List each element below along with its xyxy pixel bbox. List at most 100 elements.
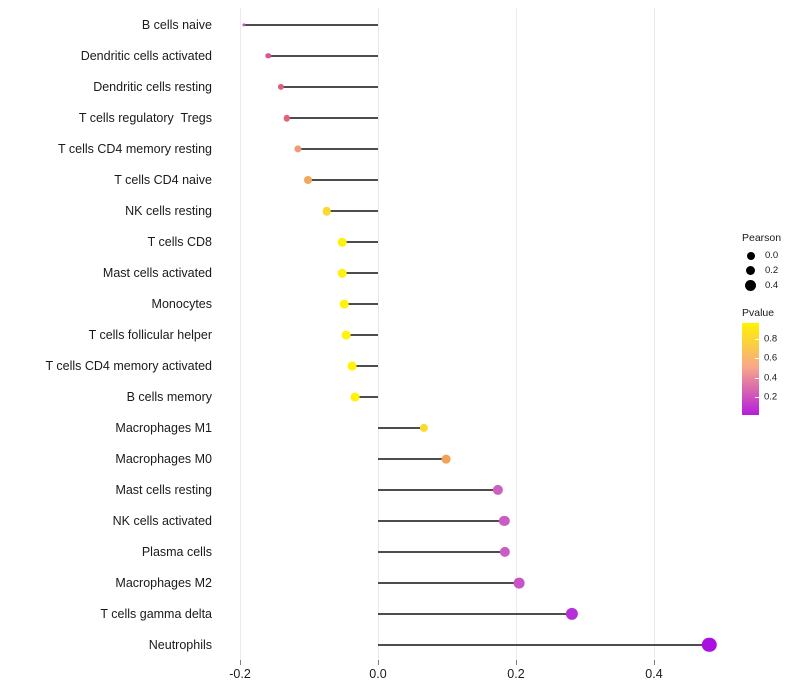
lollipop-point[interactable] bbox=[265, 53, 271, 59]
pvalue-colorbar-label: 0.2 bbox=[764, 391, 778, 403]
pvalue-colorbar-wrap: 0.8 0.6 0.4 0.2 bbox=[742, 323, 796, 415]
lollipop-point[interactable] bbox=[499, 515, 510, 527]
lollipop-row bbox=[222, 388, 730, 406]
x-axis-tick-label: 0.4 bbox=[645, 667, 663, 681]
y-axis-tick-label: T cells gamma delta bbox=[100, 607, 212, 621]
lollipop-stem bbox=[355, 396, 378, 398]
lollipop-stem bbox=[297, 148, 378, 150]
x-axis: -0.2 0.0 0.2 0.4 bbox=[222, 660, 730, 700]
y-axis-tick-label: Plasma cells bbox=[141, 545, 212, 559]
lollipop-row bbox=[222, 450, 730, 468]
lollipop-stem bbox=[378, 551, 505, 553]
pvalue-colorbar-tick bbox=[755, 377, 759, 379]
pvalue-colorbar bbox=[742, 323, 759, 415]
lollipop-row bbox=[222, 202, 730, 220]
lollipop-row bbox=[222, 481, 730, 499]
lollipop-point[interactable] bbox=[337, 268, 347, 278]
lollipop-point[interactable] bbox=[350, 392, 360, 402]
lollipop-row bbox=[222, 78, 730, 96]
lollipop-stem bbox=[378, 644, 710, 646]
pearson-legend-item: 0.0 bbox=[742, 248, 800, 263]
y-axis-tick-label: T cells CD8 bbox=[147, 235, 212, 249]
lollipop-point[interactable] bbox=[441, 454, 451, 464]
y-axis-tick-label: Monocytes bbox=[151, 297, 212, 311]
y-axis-tick-label: T cells CD4 memory resting bbox=[58, 142, 212, 156]
lollipop-stem bbox=[244, 24, 378, 26]
x-axis-tick-label: -0.2 bbox=[229, 667, 251, 681]
lollipop-point[interactable] bbox=[277, 83, 284, 91]
y-axis-tick-label: Macrophages M0 bbox=[115, 452, 212, 466]
lollipop-row bbox=[222, 512, 730, 530]
pvalue-colorbar-tick bbox=[755, 338, 759, 340]
lollipop-stem bbox=[326, 210, 378, 212]
pearson-legend-dot bbox=[745, 280, 756, 291]
lollipop-row bbox=[222, 605, 730, 623]
plot-panel bbox=[222, 8, 730, 660]
lollipop-point[interactable] bbox=[337, 237, 347, 247]
pearson-legend-label: 0.2 bbox=[765, 264, 779, 276]
lollipop-point[interactable] bbox=[322, 206, 332, 216]
pvalue-color-legend: Pvalue 0.8 0.6 0.4 0.2 bbox=[742, 307, 800, 415]
lollipop-point[interactable] bbox=[294, 145, 302, 153]
pearson-legend-dot bbox=[745, 265, 756, 276]
lollipop-row bbox=[222, 419, 730, 437]
y-axis-tick-label: Neutrophils bbox=[148, 638, 212, 652]
lollipop-stem bbox=[342, 272, 378, 274]
lollipop-point[interactable] bbox=[701, 637, 717, 653]
lollipop-stem bbox=[378, 520, 505, 522]
lollipop-row bbox=[222, 233, 730, 251]
lollipop-row bbox=[222, 264, 730, 282]
lollipop-point[interactable] bbox=[339, 299, 349, 309]
x-gridline bbox=[378, 8, 379, 660]
lollipop-row bbox=[222, 295, 730, 313]
y-axis-tick-label: NK cells activated bbox=[112, 514, 212, 528]
y-axis-tick-label: Dendritic cells activated bbox=[80, 49, 212, 63]
y-axis-tick-label: Dendritic cells resting bbox=[93, 80, 212, 94]
y-axis-tick-label: T cells CD4 memory activated bbox=[45, 359, 213, 373]
lollipop-row bbox=[222, 47, 730, 65]
lollipop-point[interactable] bbox=[304, 176, 313, 184]
lollipop-point[interactable] bbox=[420, 423, 429, 433]
x-axis-tick bbox=[516, 660, 517, 665]
pearson-legend-label: 0.4 bbox=[765, 279, 779, 291]
x-axis-tick-label: 0.2 bbox=[507, 667, 525, 681]
lollipop-point[interactable] bbox=[565, 607, 578, 621]
pearson-legend-label: 0.0 bbox=[765, 249, 779, 261]
lollipop-point[interactable] bbox=[492, 484, 504, 496]
pvalue-colorbar-tick bbox=[755, 358, 759, 360]
lollipop-stem bbox=[344, 303, 378, 305]
pvalue-legend-title: Pvalue bbox=[742, 307, 775, 319]
y-axis-labels: B cells naive Dendritic cells activated De… bbox=[0, 0, 213, 660]
pearson-legend-dot bbox=[746, 251, 755, 260]
pvalue-colorbar-label: 0.4 bbox=[764, 372, 778, 384]
lollipop-point[interactable] bbox=[513, 577, 525, 589]
pvalue-colorbar-tick bbox=[755, 397, 759, 399]
lollipop-stem bbox=[351, 365, 378, 367]
lollipop-row bbox=[222, 326, 730, 344]
x-gridline bbox=[654, 8, 655, 660]
pearson-legend-item: 0.4 bbox=[742, 278, 800, 293]
lollipop-point[interactable] bbox=[499, 546, 511, 558]
y-axis-tick-label: B cells memory bbox=[126, 390, 212, 404]
y-axis-tick-label: T cells regulatory Tregs bbox=[78, 111, 212, 125]
lollipop-stem bbox=[342, 241, 378, 243]
lollipop-point[interactable] bbox=[242, 23, 246, 27]
lollipop-point[interactable] bbox=[347, 361, 357, 371]
x-gridline bbox=[516, 8, 517, 660]
lollipop-row bbox=[222, 357, 730, 375]
y-axis-tick-label: T cells follicular helper bbox=[88, 328, 212, 342]
pearson-legend-items: 0.0 0.2 0.4 bbox=[742, 248, 800, 293]
lollipop-point[interactable] bbox=[341, 330, 351, 340]
lollipop-row bbox=[222, 140, 730, 158]
lollipop-stem bbox=[378, 489, 499, 491]
pearson-legend-swatch bbox=[742, 251, 759, 260]
pearson-legend-swatch bbox=[742, 265, 759, 276]
lollipop-point[interactable] bbox=[283, 114, 291, 122]
lollipop-stem bbox=[286, 117, 378, 119]
lollipop-row bbox=[222, 16, 730, 34]
pvalue-colorbar-label: 0.6 bbox=[764, 352, 778, 364]
pearson-legend-item: 0.2 bbox=[742, 263, 800, 278]
x-gridline bbox=[240, 8, 241, 660]
pearson-legend-title: Pearson bbox=[742, 232, 782, 244]
